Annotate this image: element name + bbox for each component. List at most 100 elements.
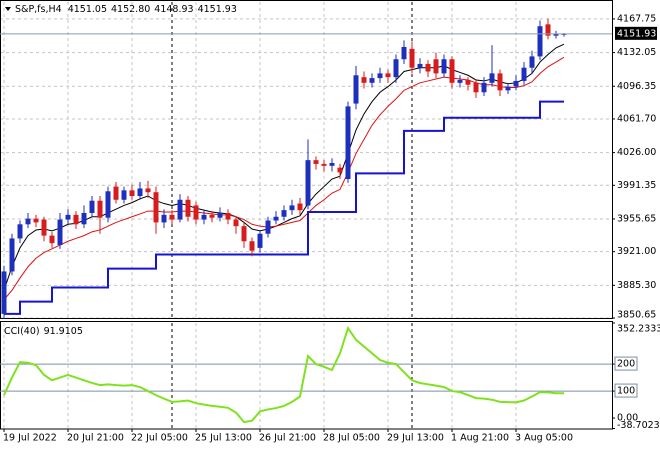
candle-body — [505, 86, 511, 91]
candle-body — [9, 238, 15, 272]
candle-body — [289, 205, 295, 211]
candle-body — [241, 226, 247, 242]
candle-body — [201, 214, 207, 220]
candle-body — [249, 241, 255, 251]
y-tick-label: 200 — [617, 359, 635, 370]
candle-body — [129, 190, 135, 196]
y-tick-label: 3921.00 — [617, 246, 656, 257]
y-tick-label: 352.2333 — [617, 324, 660, 335]
candle-body — [217, 212, 223, 218]
candle-body — [177, 199, 183, 220]
candle-body — [25, 218, 31, 225]
panel-frame — [0, 0, 613, 319]
close-label: 4151.93 — [198, 4, 237, 15]
candle-body — [297, 203, 303, 211]
y-tick-label: 4026.00 — [617, 147, 656, 158]
candle-body — [257, 233, 263, 248]
candle-body — [521, 67, 527, 81]
y-tick-label: 100 — [617, 386, 635, 397]
x-tick-label: 29 Jul 13:00 — [387, 433, 444, 444]
candle-body — [73, 214, 79, 225]
candle-body — [273, 216, 279, 221]
candle-body — [81, 212, 87, 225]
candle-body — [145, 188, 151, 193]
candle-body — [89, 200, 95, 213]
candle-body — [313, 160, 319, 164]
level-label-box — [614, 356, 638, 371]
candle-body — [209, 214, 215, 218]
candle-body — [449, 59, 455, 83]
candle-body — [425, 63, 431, 72]
low-label: 4148.93 — [154, 4, 193, 15]
candle-body — [489, 73, 495, 83]
candle-body — [377, 73, 383, 79]
chart-header: S&P,fs,H4 4151.05 4152.80 4148.93 4151.93 — [15, 4, 237, 15]
candle-body — [265, 220, 271, 234]
y-tick-label: 4061.70 — [617, 113, 656, 124]
y-tick-label: 4096.35 — [617, 81, 656, 92]
candle-body — [369, 78, 375, 83]
candle-body — [361, 77, 367, 83]
candle-body — [33, 218, 39, 223]
panel-frame — [0, 321, 613, 430]
candle-body — [545, 24, 551, 36]
candle-body — [433, 59, 439, 74]
y-tick-label: -38.7023 — [617, 420, 660, 431]
candle-body — [185, 199, 191, 217]
candle-body — [169, 214, 175, 220]
level-label-box — [614, 383, 638, 398]
candle-body — [65, 214, 71, 220]
candle-body — [417, 63, 423, 68]
candle-body — [137, 188, 143, 196]
x-tick-label: 25 Jul 13:00 — [195, 433, 252, 444]
x-tick-label: 22 Jul 05:00 — [131, 433, 188, 444]
indicator-value: 91.9105 — [44, 326, 83, 337]
y-tick-label: 0.00 — [617, 413, 638, 424]
candle-body — [481, 82, 487, 93]
candle-body — [161, 214, 167, 223]
cci-line — [3, 325, 565, 424]
candle-body — [121, 190, 127, 200]
candle-body — [401, 46, 407, 60]
x-tick-label: 26 Jul 21:00 — [259, 433, 316, 444]
candle-body — [113, 186, 119, 200]
candle-body — [321, 163, 327, 166]
candle-body — [537, 26, 543, 57]
candle-body — [97, 200, 103, 218]
candle-body — [385, 73, 391, 78]
indicator-line — [4, 100, 564, 315]
y-tick-label: 3955.65 — [617, 213, 656, 224]
x-tick-label: 3 Aug 05:00 — [515, 433, 573, 444]
candle-body — [49, 235, 55, 244]
candle-body — [329, 162, 335, 166]
indicator-label: CCI(40) 91.9105 — [4, 326, 83, 337]
candle-body — [393, 59, 399, 78]
open-label: 4151.05 — [68, 4, 107, 15]
candle-body — [41, 219, 47, 236]
current-price-label: 4151.93 — [617, 28, 656, 39]
collapse-triangle[interactable] — [5, 7, 11, 11]
candle-body — [1, 271, 7, 314]
candle-body — [233, 219, 239, 227]
candle-body — [465, 79, 471, 85]
candle-body — [553, 33, 559, 36]
x-tick-label: 28 Jul 05:00 — [323, 433, 380, 444]
y-tick-label: 3991.35 — [617, 180, 656, 191]
x-tick-label: 20 Jul 21:00 — [67, 433, 124, 444]
candle-body — [345, 106, 351, 180]
y-tick-label: 3885.30 — [617, 280, 656, 291]
symbol: S&P,fs,H4 — [15, 4, 62, 15]
indicator-line — [3, 43, 565, 291]
candle-body — [529, 56, 535, 68]
candle-body — [337, 167, 343, 173]
candle-body — [457, 79, 463, 83]
y-tick-label: 4167.75 — [617, 13, 656, 24]
candle-body — [281, 210, 287, 217]
candle-body — [57, 219, 63, 246]
candle-body — [153, 192, 159, 223]
indicator-line — [3, 56, 565, 301]
x-tick-label: 19 Jul 2022 — [3, 433, 57, 444]
candle-body — [225, 212, 231, 220]
indicator-name: CCI(40) — [4, 326, 40, 337]
